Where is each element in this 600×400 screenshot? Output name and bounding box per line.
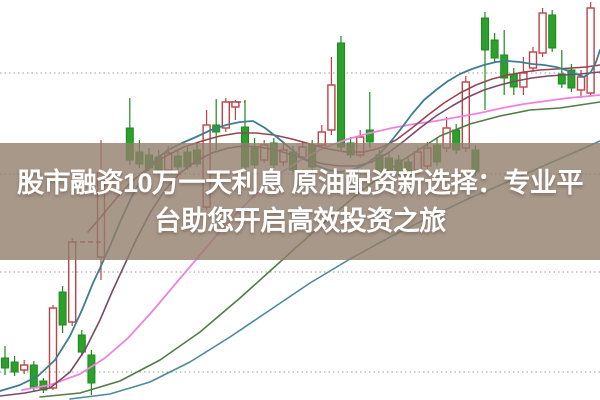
candle-body-down bbox=[548, 14, 557, 49]
candle-body-down bbox=[10, 361, 19, 373]
candle-body-up bbox=[576, 76, 586, 91]
candle-body-down bbox=[481, 17, 489, 51]
candle-body-down bbox=[58, 291, 67, 326]
candle-body-up bbox=[586, 7, 595, 94]
candle-body-up bbox=[231, 101, 240, 108]
candle-body-up bbox=[528, 51, 538, 69]
candle-body-down bbox=[490, 39, 499, 59]
candle-body-down bbox=[337, 42, 345, 148]
candle-body-up bbox=[20, 364, 29, 371]
candle-body-down bbox=[77, 334, 86, 353]
candle-body-down bbox=[567, 69, 576, 89]
candle-body-down bbox=[557, 73, 566, 85]
ad-banner-overlay: 股市融资10万一天利息 原油配资新选择：专业平 台助您开启高效投资之旅 bbox=[0, 143, 600, 260]
candle-body-up bbox=[538, 12, 547, 54]
candle-body-up bbox=[327, 84, 336, 131]
candle-body-down bbox=[365, 129, 374, 143]
ad-banner-text-line2: 台助您开启高效投资之旅 bbox=[154, 206, 446, 236]
candle-body-up bbox=[48, 307, 58, 389]
ad-banner-text-line1: 股市融资10万一天利息 原油配资新选择：专业平 bbox=[16, 168, 584, 198]
candle-body-up bbox=[221, 101, 231, 129]
candle-body-down bbox=[500, 54, 509, 79]
candle-body-down bbox=[1, 357, 9, 369]
